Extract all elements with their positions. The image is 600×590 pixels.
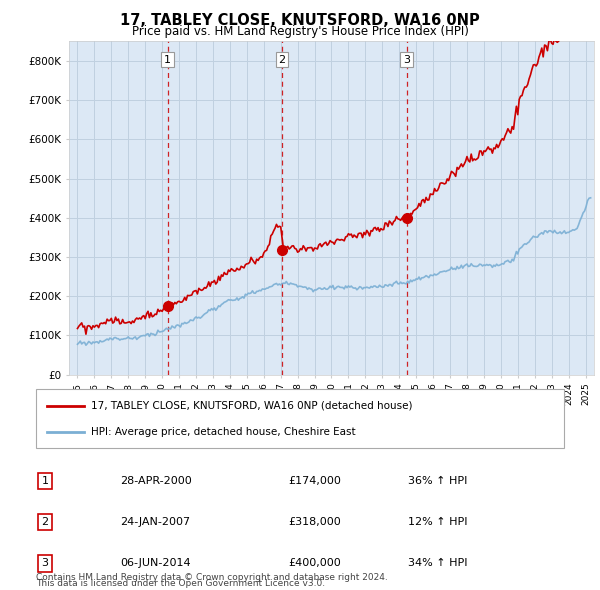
Text: HPI: Average price, detached house, Cheshire East: HPI: Average price, detached house, Ches… <box>91 427 356 437</box>
Text: £318,000: £318,000 <box>288 517 341 527</box>
Text: 1: 1 <box>41 476 49 486</box>
Text: 17, TABLEY CLOSE, KNUTSFORD, WA16 0NP: 17, TABLEY CLOSE, KNUTSFORD, WA16 0NP <box>120 13 480 28</box>
Text: This data is licensed under the Open Government Licence v3.0.: This data is licensed under the Open Gov… <box>36 579 325 588</box>
Text: Contains HM Land Registry data © Crown copyright and database right 2024.: Contains HM Land Registry data © Crown c… <box>36 573 388 582</box>
Text: 06-JUN-2014: 06-JUN-2014 <box>120 559 191 568</box>
Text: 17, TABLEY CLOSE, KNUTSFORD, WA16 0NP (detached house): 17, TABLEY CLOSE, KNUTSFORD, WA16 0NP (d… <box>91 401 413 411</box>
Text: Price paid vs. HM Land Registry's House Price Index (HPI): Price paid vs. HM Land Registry's House … <box>131 25 469 38</box>
Text: 3: 3 <box>41 559 49 568</box>
Text: £174,000: £174,000 <box>288 476 341 486</box>
FancyBboxPatch shape <box>36 389 564 448</box>
Text: 3: 3 <box>403 55 410 65</box>
Text: 36% ↑ HPI: 36% ↑ HPI <box>408 476 467 486</box>
Text: £400,000: £400,000 <box>288 559 341 568</box>
Text: 12% ↑ HPI: 12% ↑ HPI <box>408 517 467 527</box>
Text: 2: 2 <box>278 55 286 65</box>
Text: 2: 2 <box>41 517 49 527</box>
Text: 24-JAN-2007: 24-JAN-2007 <box>120 517 190 527</box>
Text: 1: 1 <box>164 55 171 65</box>
Text: 34% ↑ HPI: 34% ↑ HPI <box>408 559 467 568</box>
Text: 28-APR-2000: 28-APR-2000 <box>120 476 192 486</box>
